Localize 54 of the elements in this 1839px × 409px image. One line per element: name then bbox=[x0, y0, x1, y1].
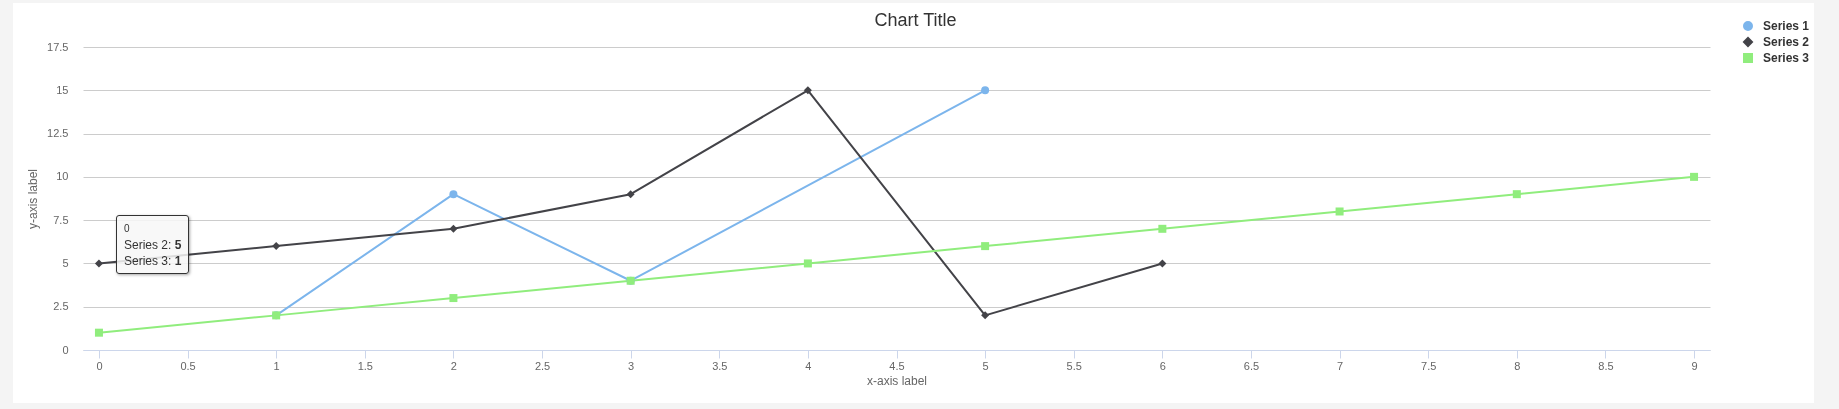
y-axis-title: y-axis label bbox=[25, 168, 40, 230]
point bbox=[94, 328, 103, 337]
legend-label: Series 2 bbox=[1763, 35, 1810, 49]
point bbox=[449, 294, 458, 303]
annotation: 0 bbox=[124, 222, 131, 236]
y-tick-label: 5 bbox=[62, 256, 69, 269]
y-tick-label: 10 bbox=[56, 170, 69, 183]
y-tick-label: 2.5 bbox=[53, 300, 69, 313]
point bbox=[449, 224, 458, 233]
x-tick-label: 4 bbox=[805, 359, 812, 372]
y-tick-label: 15 bbox=[56, 83, 69, 96]
x-tick-label: 7 bbox=[1337, 359, 1344, 372]
x-tick-label: 8.5 bbox=[1598, 359, 1614, 372]
point bbox=[1158, 224, 1167, 233]
legend-label: Series 3 bbox=[1763, 51, 1810, 65]
point bbox=[272, 242, 281, 251]
x-tick-label: 6 bbox=[1159, 359, 1166, 372]
annotation: Series 2: 5 bbox=[124, 238, 182, 252]
x-tick-label: 4.5 bbox=[889, 359, 905, 372]
x-tick-label: 2.5 bbox=[534, 359, 551, 372]
point bbox=[1158, 259, 1167, 268]
legend-label: Series 1 bbox=[1763, 19, 1810, 33]
x-tick-label: 9 bbox=[1691, 359, 1698, 372]
point bbox=[981, 242, 990, 251]
x-tick-label: 8 bbox=[1514, 359, 1521, 372]
point bbox=[803, 86, 812, 95]
annotation: Series 3: 1 bbox=[124, 254, 182, 268]
x-tick-label: 3 bbox=[628, 359, 635, 372]
y-tick-label: 7.5 bbox=[53, 213, 69, 226]
x-tick-label: 5 bbox=[982, 359, 989, 372]
point bbox=[1690, 172, 1699, 181]
x-tick-label: 1.5 bbox=[357, 359, 373, 372]
point bbox=[626, 190, 635, 199]
x-tick-label: 0.5 bbox=[180, 359, 196, 372]
tooltip: 0 Series 2: 5 Series 3: 1 bbox=[116, 215, 190, 274]
x-axis-title: x-axis label bbox=[866, 373, 928, 388]
point bbox=[449, 190, 458, 199]
point bbox=[981, 86, 990, 95]
x-tick-label: 2 bbox=[450, 359, 457, 372]
y-tick-label: 17.5 bbox=[47, 40, 69, 53]
point bbox=[981, 311, 990, 320]
x-tick-label: 0 bbox=[96, 359, 103, 372]
y-tick-label: 12.5 bbox=[47, 127, 69, 140]
x-tick-label: 6.5 bbox=[1243, 359, 1260, 372]
point bbox=[803, 259, 812, 268]
x-tick-label: 1 bbox=[273, 359, 280, 372]
point bbox=[94, 259, 103, 268]
x-tick-label: 7.5 bbox=[1421, 359, 1437, 372]
point bbox=[1335, 207, 1344, 216]
point bbox=[1512, 190, 1521, 199]
y-tick-label: 0 bbox=[62, 343, 69, 356]
x-tick-label: 3.5 bbox=[712, 359, 728, 372]
chart-title: Chart Title bbox=[874, 10, 957, 30]
x-tick-label: 5.5 bbox=[1066, 359, 1082, 372]
